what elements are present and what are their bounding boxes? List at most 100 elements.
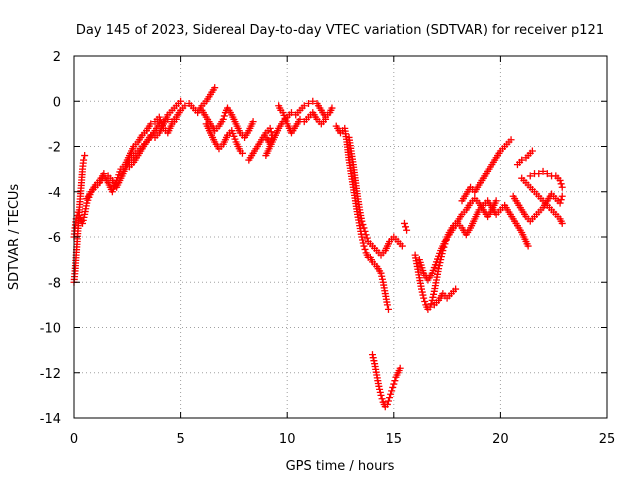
- data-point: [436, 259, 444, 267]
- y-tick-label: -10: [40, 322, 61, 337]
- series-segment-17: [458, 136, 515, 205]
- x-tick-label: 0: [70, 432, 78, 447]
- data-point: [81, 152, 89, 160]
- y-tick-label: -6: [48, 231, 61, 246]
- data-point: [80, 156, 88, 164]
- data-point: [378, 395, 386, 403]
- data-points: [70, 84, 566, 411]
- series-segment-16: [430, 285, 460, 309]
- data-point: [390, 380, 398, 388]
- data-point: [296, 115, 304, 123]
- data-point: [558, 219, 566, 227]
- data-point: [556, 199, 564, 207]
- data-point: [309, 97, 317, 105]
- data-point: [147, 131, 155, 139]
- data-point: [377, 391, 385, 399]
- series-segment-15: [415, 197, 532, 284]
- x-tick-label: 5: [176, 432, 184, 447]
- grid: [74, 56, 607, 418]
- data-point: [383, 301, 391, 309]
- data-point: [359, 239, 367, 247]
- series-segment-18: [509, 190, 566, 225]
- x-tick-label: 25: [599, 432, 616, 447]
- data-point: [369, 354, 377, 362]
- data-point: [419, 291, 427, 299]
- data-point: [370, 357, 378, 365]
- data-point: [267, 128, 275, 136]
- data-point: [300, 102, 308, 110]
- data-point: [262, 133, 270, 141]
- data-point: [378, 272, 386, 280]
- data-point: [80, 213, 88, 221]
- data-point: [391, 377, 399, 385]
- data-point: [557, 196, 565, 204]
- data-point: [452, 285, 460, 293]
- data-point: [74, 208, 82, 216]
- data-point: [556, 176, 564, 184]
- data-point: [435, 265, 443, 273]
- data-point: [539, 167, 547, 175]
- data-point: [375, 382, 383, 390]
- data-point: [430, 290, 438, 298]
- data-point: [219, 115, 227, 123]
- data-point: [172, 115, 180, 123]
- data-point: [305, 100, 313, 108]
- series-segment-19: [513, 147, 536, 169]
- data-point: [376, 385, 384, 393]
- y-tick-label: -8: [48, 276, 61, 291]
- data-point: [359, 221, 367, 229]
- data-point: [528, 147, 536, 155]
- data-point: [421, 297, 429, 305]
- x-tick-label: 15: [386, 432, 403, 447]
- data-point: [435, 262, 443, 270]
- data-point: [557, 180, 565, 188]
- chart-title: Day 145 of 2023, Sidereal Day-to-day VTE…: [76, 23, 604, 38]
- data-point: [147, 120, 155, 128]
- x-tick-labels: 0 5 10 15 20 25: [70, 432, 615, 447]
- data-point: [377, 269, 385, 277]
- data-point: [359, 236, 367, 244]
- data-point: [249, 118, 257, 126]
- data-point: [361, 227, 369, 235]
- data-point: [360, 224, 368, 232]
- data-point: [238, 149, 246, 157]
- series-segment-8: [262, 97, 336, 160]
- data-point: [362, 231, 370, 239]
- data-point: [396, 364, 404, 372]
- data-point: [361, 245, 369, 253]
- data-point: [79, 219, 87, 227]
- data-point: [378, 275, 386, 283]
- data-point: [177, 97, 185, 105]
- data-point: [383, 400, 391, 408]
- data-point: [75, 212, 83, 220]
- series-segment-3: [83, 113, 180, 203]
- data-point: [384, 305, 392, 313]
- data-point: [358, 233, 366, 241]
- data-point: [402, 223, 410, 231]
- x-tick-label: 10: [279, 432, 296, 447]
- data-point: [526, 172, 534, 180]
- data-point: [79, 216, 87, 224]
- data-point: [418, 285, 426, 293]
- data-point: [403, 226, 411, 234]
- data-point: [428, 296, 436, 304]
- data-point: [426, 303, 434, 311]
- data-point: [384, 397, 392, 405]
- y-tick-label: 2: [53, 50, 61, 65]
- data-point: [322, 115, 330, 123]
- data-point: [376, 388, 384, 396]
- data-point: [388, 387, 396, 395]
- y-tick-label: -14: [40, 412, 61, 427]
- y-axis-label: SDTVAR / TECUs: [7, 184, 22, 291]
- series-segment-20: [518, 174, 566, 227]
- data-point: [386, 394, 394, 402]
- data-point: [181, 102, 189, 110]
- data-point: [328, 104, 336, 112]
- y-tick-labels: 2 0 -2 -4 -6 -8 -10 -12 -14: [40, 50, 61, 427]
- data-point: [543, 170, 551, 178]
- data-point: [518, 156, 526, 164]
- data-point: [389, 383, 397, 391]
- series-segment-11: [345, 133, 406, 259]
- y-tick-label: -4: [48, 186, 61, 201]
